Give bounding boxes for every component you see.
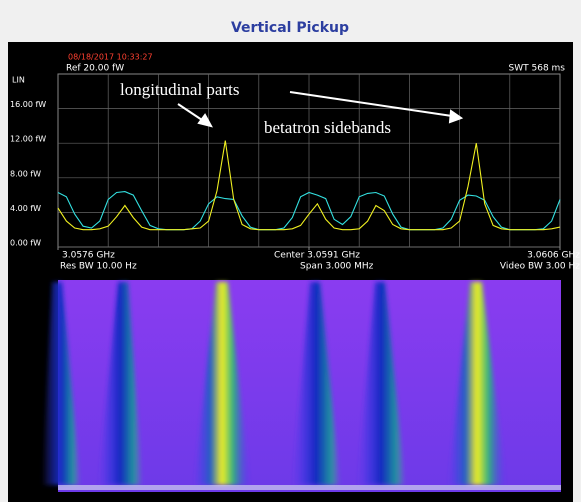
ref-level: Ref 20.00 fW — [66, 64, 124, 74]
y-tick-label: 8.00 fW — [10, 169, 41, 178]
trace — [57, 140, 561, 231]
title: Vertical Pickup — [231, 20, 349, 36]
sweep-time: SWT 568 ms — [509, 64, 566, 74]
trace — [57, 191, 561, 231]
annotation: longitudinal parts — [120, 80, 239, 99]
arrows — [177, 91, 464, 128]
res-bw: Res BW 10.00 Hz — [60, 262, 137, 272]
spectrogram — [42, 280, 561, 492]
y-tick-label: 16.00 fW — [10, 100, 46, 109]
x-tick-label: 3.0606 GHz — [527, 251, 580, 261]
x-tick-label: 3.0576 GHz — [62, 251, 115, 261]
y-tick-label: 0.00 fW — [10, 239, 41, 248]
scale-mode: LIN — [12, 76, 25, 85]
y-tick-label: 4.00 fW — [10, 204, 41, 213]
timestamp: 08/18/2017 10:33:27 — [68, 53, 153, 62]
x-tick-label: Center 3.0591 GHz — [274, 251, 360, 261]
annotation: betatron sidebands — [264, 118, 391, 137]
y-tick-label: 12.00 fW — [10, 135, 46, 144]
video-bw: Video BW 3.00 Hz — [500, 262, 580, 272]
title-bar — [0, 0, 581, 42]
span: Span 3.000 MHz — [300, 262, 374, 272]
